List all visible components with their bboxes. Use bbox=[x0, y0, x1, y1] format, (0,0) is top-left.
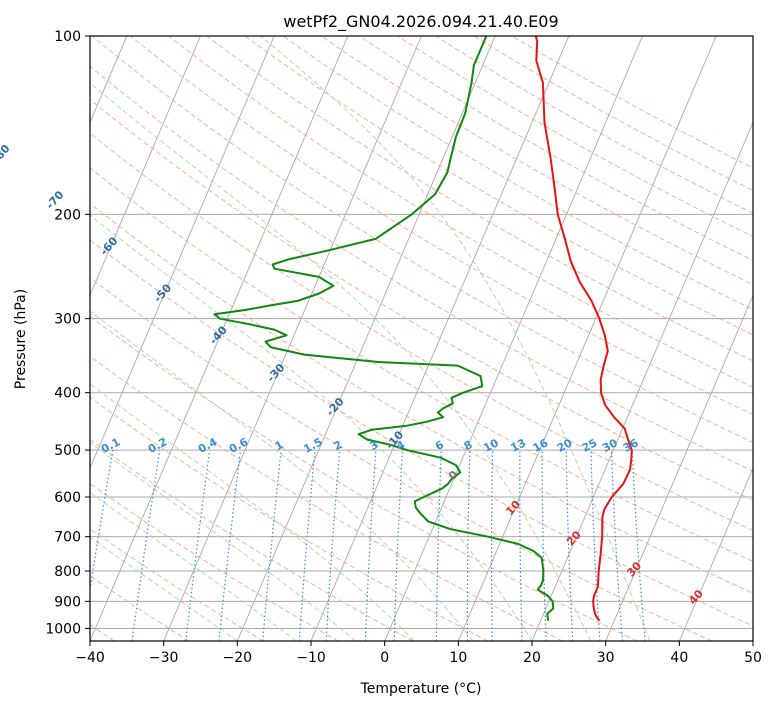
plot-frame bbox=[89, 35, 754, 642]
isotherm--30 bbox=[163, 36, 422, 641]
dry-adiabat bbox=[473, 36, 753, 191]
moist-adiabat bbox=[90, 441, 356, 641]
x-tick-label: −40 bbox=[75, 650, 105, 666]
isotherm--40 bbox=[90, 36, 349, 641]
isotherm-30 bbox=[605, 294, 753, 641]
dry-adiabat bbox=[359, 36, 753, 261]
mixing-ratio-line bbox=[131, 450, 161, 641]
moist-adiabat bbox=[90, 214, 533, 641]
y-tick-label: 400 bbox=[54, 386, 81, 402]
dewpoint-profile bbox=[213, 36, 555, 621]
dry-adiabat bbox=[90, 167, 753, 562]
mixing-ratio-label: 20 bbox=[555, 436, 575, 455]
dry-adiabat bbox=[511, 36, 753, 169]
x-axis-label: Temperature (°C) bbox=[360, 681, 482, 697]
dry-adiabat bbox=[90, 528, 264, 641]
plot-area bbox=[90, 36, 753, 641]
axis-layer: −40 −30 −20 −10 0 10 20 30 40 50 100 200 300 400 500 60… bbox=[45, 29, 762, 666]
mixing-ratio-line bbox=[185, 450, 211, 641]
y-tick-label: 500 bbox=[54, 443, 81, 459]
y-tick-label: 300 bbox=[54, 312, 81, 328]
dry-adiabat bbox=[90, 202, 753, 594]
x-tick-label: −20 bbox=[223, 650, 253, 666]
mixing-ratio-label: 36 bbox=[621, 436, 641, 455]
mixing-ratio-label: 25 bbox=[580, 436, 600, 455]
x-tick-label: 10 bbox=[449, 650, 467, 666]
moist-adiabat bbox=[90, 536, 238, 641]
x-tick-label: 40 bbox=[670, 650, 688, 666]
dry-adiabat bbox=[320, 36, 753, 286]
dry-adiabat bbox=[90, 65, 753, 472]
y-tick-label: 700 bbox=[54, 530, 81, 546]
x-tick-label: −10 bbox=[296, 650, 326, 666]
y-tick-label: 100 bbox=[54, 29, 81, 45]
mixing-ratio-line bbox=[218, 450, 242, 641]
x-tick-label: 30 bbox=[597, 650, 615, 666]
dry-adiabat bbox=[130, 36, 753, 416]
x-tick-label: 20 bbox=[523, 650, 541, 666]
x-tick-label: 0 bbox=[380, 650, 389, 666]
isotherm--60 bbox=[90, 36, 201, 297]
chart-title: wetPf2_GN04.2026.094.21.40.E09 bbox=[283, 12, 558, 32]
dry-adiabat bbox=[90, 239, 753, 627]
moist-adiabat bbox=[90, 310, 474, 641]
dry-adiabat bbox=[90, 482, 339, 641]
y-tick-label: 600 bbox=[54, 490, 81, 506]
isotherm--50 bbox=[90, 36, 275, 470]
dry-adiabat bbox=[244, 36, 753, 336]
mixing-ratio-label: 10 bbox=[481, 436, 501, 455]
mixing-ratio-label: 13 bbox=[508, 436, 528, 455]
isotherm-0 bbox=[384, 36, 643, 641]
x-tick-label: −30 bbox=[149, 650, 179, 666]
dry-adiabat bbox=[90, 439, 414, 641]
dry-adiabat bbox=[206, 36, 753, 362]
moist-adiabat bbox=[90, 383, 415, 641]
mixing-ratio-line bbox=[90, 450, 114, 593]
isotherm-40 bbox=[678, 466, 753, 641]
x-tick-label: 50 bbox=[744, 650, 762, 666]
y-tick-label: 200 bbox=[54, 207, 81, 223]
y-tick-label: 1000 bbox=[45, 621, 81, 637]
isotherm-20 bbox=[531, 121, 753, 641]
y-tick-label: 800 bbox=[54, 564, 81, 580]
isotherm--20 bbox=[236, 36, 496, 641]
y-axis-label: Pressure (hPa) bbox=[13, 289, 29, 389]
moist-adiabat bbox=[90, 82, 592, 641]
dry-adiabat bbox=[90, 132, 753, 532]
y-tick-label: 900 bbox=[54, 594, 81, 610]
mixing-ratio-label: 16 bbox=[531, 436, 551, 455]
dry-adiabat bbox=[90, 98, 753, 501]
label-layer: 0.10.20.40.611.52346810131620253036-100-… bbox=[0, 142, 706, 608]
mixing-ratio-label: 30 bbox=[600, 436, 620, 455]
temperature-profile bbox=[534, 36, 633, 622]
